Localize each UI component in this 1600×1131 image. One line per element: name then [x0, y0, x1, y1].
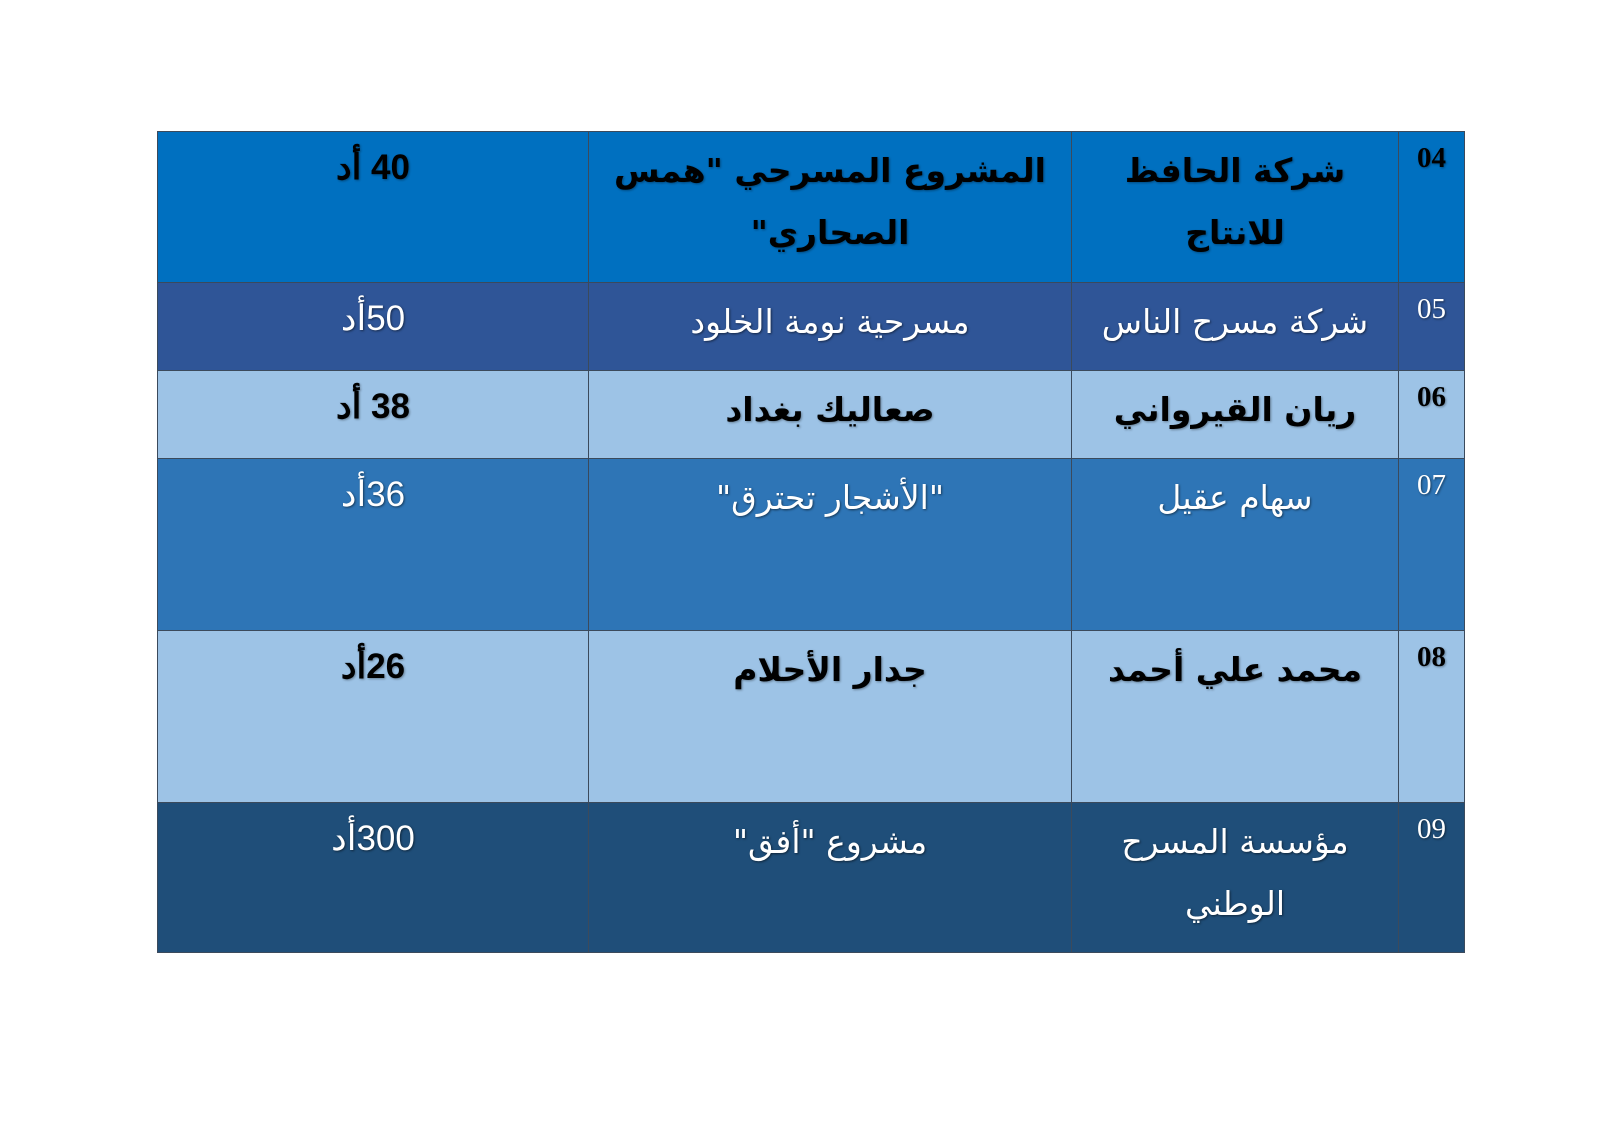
cell-project: مسرحية نومة الخلود	[588, 282, 1072, 371]
table-row: 04 شركة الحافظ للانتاج المشروع المسرحي "هم…	[157, 131, 1465, 283]
cell-name: شركة مسرح الناس	[1071, 282, 1399, 371]
cell-name: مؤسسة المسرح الوطني	[1071, 802, 1399, 953]
cell-num: 06	[1398, 370, 1465, 459]
cell-name: محمد علي أحمد	[1071, 630, 1399, 803]
cell-amount: 38 أد	[157, 370, 589, 459]
cell-num: 09	[1398, 802, 1465, 953]
cell-project: جدار الأحلام	[588, 630, 1072, 803]
table-row: 09 مؤسسة المسرح الوطني مشروع "أفق" 300أد	[157, 802, 1465, 953]
cell-project: مشروع "أفق"	[588, 802, 1072, 953]
cell-num: 04	[1398, 131, 1465, 283]
cell-name: شركة الحافظ للانتاج	[1071, 131, 1399, 283]
cell-amount: 36أد	[157, 458, 589, 631]
cell-num: 05	[1398, 282, 1465, 371]
cell-amount: 26أد	[157, 630, 589, 803]
table-row: 07 سهام عقيل "الأشجار تحترق" 36أد	[157, 458, 1465, 631]
cell-project: "الأشجار تحترق"	[588, 458, 1072, 631]
cell-project: المشروع المسرحي "همس الصحاري"	[588, 131, 1072, 283]
cell-amount: 300أد	[157, 802, 589, 953]
cell-num: 07	[1398, 458, 1465, 631]
cell-name: ريان القيرواني	[1071, 370, 1399, 459]
cell-project: صعاليك بغداد	[588, 370, 1072, 459]
cell-amount: 50أد	[157, 282, 589, 371]
table-row: 08 محمد علي أحمد جدار الأحلام 26أد	[157, 630, 1465, 803]
cell-amount: 40 أد	[157, 131, 589, 283]
funding-table: 04 شركة الحافظ للانتاج المشروع المسرحي "هم…	[157, 131, 1465, 953]
table-row: 06 ريان القيرواني صعاليك بغداد 38 أد	[157, 370, 1465, 459]
cell-num: 08	[1398, 630, 1465, 803]
table-row: 05 شركة مسرح الناس مسرحية نومة الخلود 50أد	[157, 282, 1465, 371]
cell-name: سهام عقيل	[1071, 458, 1399, 631]
